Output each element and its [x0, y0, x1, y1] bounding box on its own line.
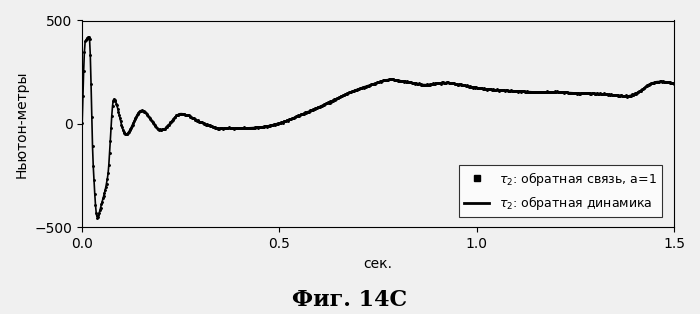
- Legend: $\tau_2$: обратная связь, a=1, $\tau_2$: обратная динамика: $\tau_2$: обратная связь, a=1, $\tau_2$:…: [459, 165, 662, 217]
- Text: Фиг. 14C: Фиг. 14C: [293, 289, 407, 311]
- X-axis label: сек.: сек.: [363, 257, 393, 271]
- Y-axis label: Ньютон-метры: Ньютон-метры: [15, 70, 29, 178]
